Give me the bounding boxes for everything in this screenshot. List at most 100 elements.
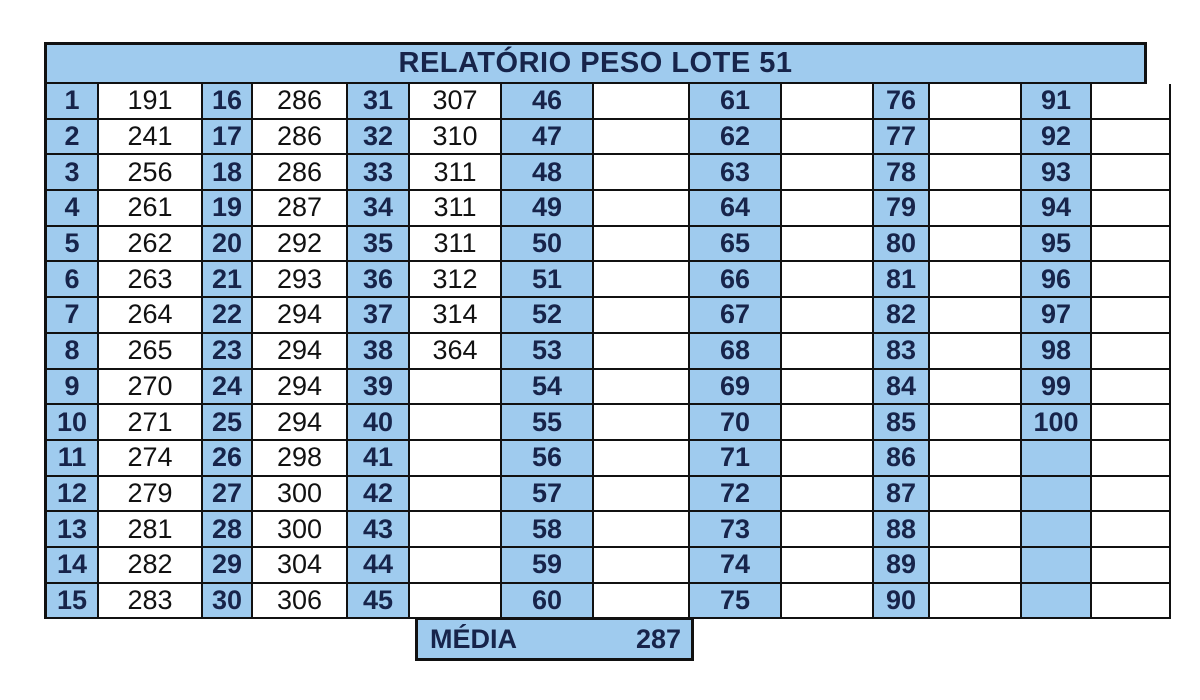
animal-number-cell: 65 xyxy=(690,226,782,263)
animal-number-cell: 71 xyxy=(690,440,782,477)
weight-value-cell: 306 xyxy=(253,583,348,620)
empty-weight-cell xyxy=(1092,440,1171,477)
empty-weight-cell xyxy=(1092,84,1171,120)
animal-number-cell: 62 xyxy=(690,119,782,156)
empty-weight-cell xyxy=(930,512,1022,548)
empty-weight-cell xyxy=(782,405,874,441)
average-value: 287 xyxy=(635,623,681,654)
animal-number-cell: 30 xyxy=(203,583,253,620)
weight-value-cell: 256 xyxy=(99,155,203,192)
animal-number-cell: 49 xyxy=(502,191,594,227)
empty-weight-cell xyxy=(782,476,874,513)
animal-number-cell: 12 xyxy=(47,476,99,513)
animal-number-cell: 17 xyxy=(203,119,253,156)
weight-value-cell: 283 xyxy=(99,583,203,620)
empty-weight-cell xyxy=(782,333,874,370)
animal-number-cell: 14 xyxy=(47,547,99,584)
animal-number-cell: 60 xyxy=(502,583,594,620)
weight-value-cell: 281 xyxy=(99,512,203,548)
empty-number-cell xyxy=(1022,440,1092,477)
empty-weight-cell xyxy=(594,369,690,406)
empty-weight-cell xyxy=(1092,405,1171,441)
animal-number-cell: 96 xyxy=(1022,262,1092,299)
average-box: MÉDIA 287 xyxy=(415,617,694,661)
animal-number-cell: 5 xyxy=(47,226,99,263)
empty-weight-cell xyxy=(782,440,874,477)
animal-number-cell: 11 xyxy=(47,440,99,477)
animal-number-cell: 82 xyxy=(874,298,930,334)
animal-number-cell: 9 xyxy=(47,369,99,406)
empty-weight-cell xyxy=(594,583,690,620)
animal-number-cell: 90 xyxy=(874,583,930,620)
weight-value-cell: 282 xyxy=(99,547,203,584)
animal-number-cell: 77 xyxy=(874,119,930,156)
empty-number-cell xyxy=(1022,583,1092,620)
animal-number-cell: 58 xyxy=(502,512,594,548)
animal-number-cell: 81 xyxy=(874,262,930,299)
animal-number-cell: 46 xyxy=(502,84,594,120)
animal-number-cell: 43 xyxy=(348,512,410,548)
empty-weight-cell xyxy=(410,547,502,584)
animal-number-cell: 100 xyxy=(1022,405,1092,441)
animal-number-cell: 79 xyxy=(874,191,930,227)
animal-number-cell: 25 xyxy=(203,405,253,441)
empty-weight-cell xyxy=(594,440,690,477)
empty-weight-cell xyxy=(1092,369,1171,406)
animal-number-cell: 80 xyxy=(874,226,930,263)
empty-weight-cell xyxy=(594,262,690,299)
animal-number-cell: 16 xyxy=(203,84,253,120)
animal-number-cell: 31 xyxy=(348,84,410,120)
animal-number-cell: 34 xyxy=(348,191,410,227)
empty-weight-cell xyxy=(1092,512,1171,548)
weight-value-cell: 293 xyxy=(253,262,348,299)
empty-weight-cell xyxy=(782,547,874,584)
weight-value-cell: 262 xyxy=(99,226,203,263)
empty-weight-cell xyxy=(594,476,690,513)
empty-weight-cell xyxy=(930,405,1022,441)
animal-number-cell: 54 xyxy=(502,369,594,406)
empty-weight-cell xyxy=(594,333,690,370)
empty-weight-cell xyxy=(930,583,1022,620)
weight-value-cell: 298 xyxy=(253,440,348,477)
weight-value-cell: 263 xyxy=(99,262,203,299)
empty-weight-cell xyxy=(782,226,874,263)
weight-value-cell: 311 xyxy=(410,191,502,227)
empty-weight-cell xyxy=(594,155,690,192)
animal-number-cell: 47 xyxy=(502,119,594,156)
animal-number-cell: 99 xyxy=(1022,369,1092,406)
weight-value-cell: 286 xyxy=(253,119,348,156)
animal-number-cell: 63 xyxy=(690,155,782,192)
animal-number-cell: 56 xyxy=(502,440,594,477)
empty-weight-cell xyxy=(594,191,690,227)
animal-number-cell: 3 xyxy=(47,155,99,192)
empty-weight-cell xyxy=(1092,298,1171,334)
animal-number-cell: 52 xyxy=(502,298,594,334)
empty-weight-cell xyxy=(594,512,690,548)
animal-number-cell: 26 xyxy=(203,440,253,477)
animal-number-cell: 33 xyxy=(348,155,410,192)
animal-number-cell: 29 xyxy=(203,547,253,584)
empty-weight-cell xyxy=(410,369,502,406)
empty-weight-cell xyxy=(594,84,690,120)
animal-number-cell: 89 xyxy=(874,547,930,584)
weight-value-cell: 307 xyxy=(410,84,502,120)
animal-number-cell: 75 xyxy=(690,583,782,620)
empty-weight-cell xyxy=(410,476,502,513)
animal-number-cell: 72 xyxy=(690,476,782,513)
empty-weight-cell xyxy=(782,84,874,120)
animal-number-cell: 76 xyxy=(874,84,930,120)
average-label: MÉDIA xyxy=(430,623,517,654)
animal-number-cell: 1 xyxy=(47,84,99,120)
animal-number-cell: 95 xyxy=(1022,226,1092,263)
empty-weight-cell xyxy=(930,476,1022,513)
animal-number-cell: 86 xyxy=(874,440,930,477)
animal-number-cell: 6 xyxy=(47,262,99,299)
weight-value-cell: 312 xyxy=(410,262,502,299)
animal-number-cell: 28 xyxy=(203,512,253,548)
weight-value-cell: 265 xyxy=(99,333,203,370)
animal-number-cell: 7 xyxy=(47,298,99,334)
empty-weight-cell xyxy=(930,155,1022,192)
animal-number-cell: 22 xyxy=(203,298,253,334)
animal-number-cell: 87 xyxy=(874,476,930,513)
animal-number-cell: 51 xyxy=(502,262,594,299)
